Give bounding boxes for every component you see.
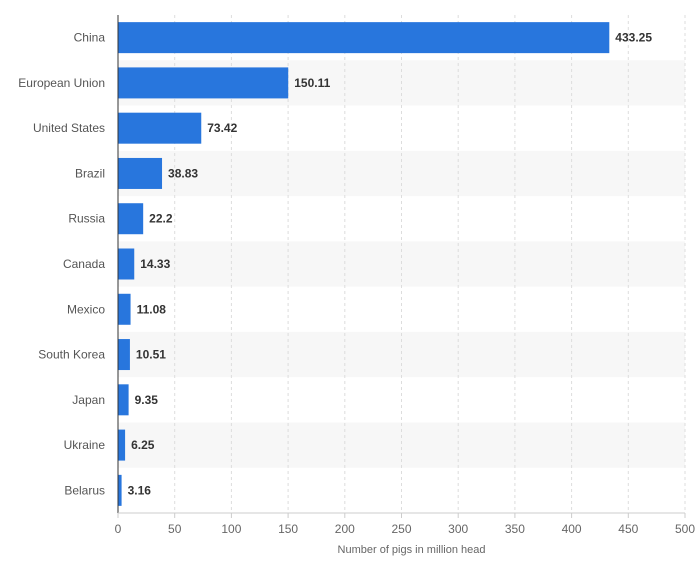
bar[interactable]	[118, 112, 202, 144]
value-labels: 433.25 150.11 73.42 38.83 22.2 14.33 11.08 10.5…	[128, 31, 653, 498]
value-label: 150.11	[294, 76, 330, 90]
bar[interactable]	[118, 203, 144, 235]
bar[interactable]	[118, 339, 130, 371]
bar[interactable]	[118, 293, 131, 325]
value-label: 3.16	[128, 483, 152, 497]
category-label: Russia	[68, 212, 105, 226]
category-label: Belarus	[64, 483, 105, 497]
x-tick-label: 300	[448, 522, 468, 536]
bars	[118, 22, 610, 506]
category-label: Canada	[63, 257, 105, 271]
x-tick-label: 100	[221, 522, 241, 536]
x-tick-label: 50	[168, 522, 182, 536]
bar[interactable]	[118, 429, 126, 461]
category-label: United States	[33, 121, 105, 135]
category-label: Mexico	[67, 302, 105, 316]
value-label: 433.25	[615, 31, 652, 45]
bar[interactable]	[118, 384, 129, 416]
x-tick-label: 150	[278, 522, 298, 536]
value-label: 11.08	[137, 302, 167, 316]
category-label: China	[74, 31, 106, 45]
x-tick-label: 500	[675, 522, 695, 536]
value-label: 14.33	[140, 257, 170, 271]
category-label: Brazil	[75, 166, 105, 180]
x-tick-label: 450	[618, 522, 638, 536]
value-label: 10.51	[136, 348, 166, 362]
category-label: Japan	[72, 393, 105, 407]
category-label: South Korea	[38, 348, 105, 362]
x-tick-labels: 0 50 100 150 200 250 300 350 400 450 500	[115, 513, 695, 536]
x-axis-title: Number of pigs in million head	[338, 544, 486, 556]
category-label: European Union	[18, 76, 105, 90]
value-label: 9.35	[135, 393, 159, 407]
bar[interactable]	[118, 22, 610, 54]
gridlines	[174, 15, 686, 513]
x-tick-label: 0	[115, 522, 122, 536]
value-label: 73.42	[207, 121, 237, 135]
x-tick-label: 200	[335, 522, 355, 536]
value-label: 22.2	[149, 212, 173, 226]
bar[interactable]	[118, 157, 163, 189]
x-tick-label: 350	[505, 522, 525, 536]
bar[interactable]	[118, 248, 135, 280]
bar[interactable]	[118, 474, 122, 506]
x-tick-label: 250	[391, 522, 411, 536]
bar[interactable]	[118, 67, 289, 99]
category-labels: China European Union United States Brazil Ru…	[18, 31, 105, 498]
category-label: Ukraine	[64, 438, 106, 452]
x-tick-label: 400	[562, 522, 582, 536]
value-label: 38.83	[168, 166, 198, 180]
value-label: 6.25	[131, 438, 155, 452]
